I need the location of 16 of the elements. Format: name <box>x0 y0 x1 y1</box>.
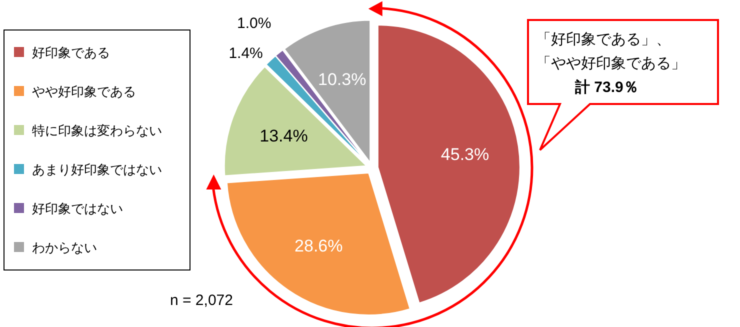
legend-label: あまり好印象ではない <box>32 162 162 177</box>
text: 「好印象である」、 <box>536 31 671 48</box>
legend-label: 好印象ではない <box>32 201 123 216</box>
legend-label: 好印象である <box>32 45 110 60</box>
data-label: 10.3% <box>318 70 366 89</box>
text: 「やや好印象である」 <box>536 55 686 72</box>
legend-label: わからない <box>32 240 97 255</box>
legend-label: やや好印象である <box>32 84 136 99</box>
data-label: 45.3% <box>440 145 490 164</box>
data-label: 1.4% <box>228 44 263 62</box>
data-label: 13.4% <box>260 126 308 146</box>
text: n = 2,072 <box>170 292 233 309</box>
data-label: 28.6% <box>294 236 343 256</box>
legend-label: 特に印象は変わらない <box>32 123 162 138</box>
data-label: 1.0% <box>237 14 272 32</box>
text: 計 73.9％ <box>574 79 638 96</box>
